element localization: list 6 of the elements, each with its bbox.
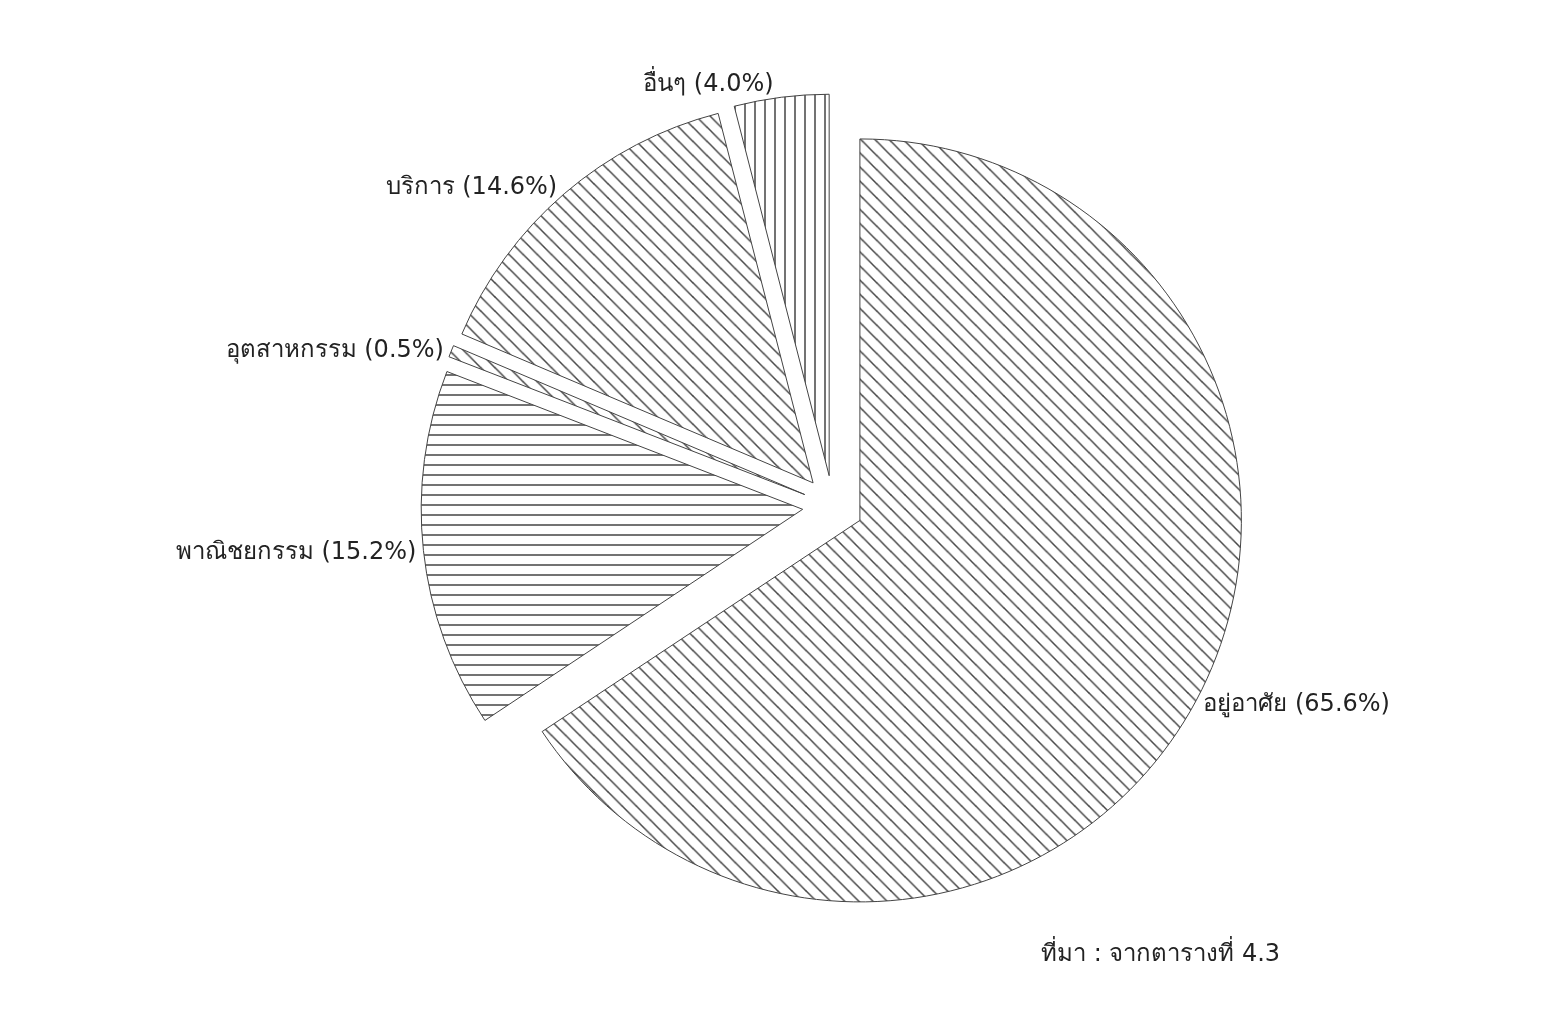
- slice-label: อยู่อาศัย (65.6%): [1203, 689, 1390, 719]
- slice-label: อื่นๆ (4.0%): [643, 66, 774, 98]
- slice-label: บริการ (14.6%): [385, 171, 558, 200]
- slice-label: อุตสาหกรรม (0.5%): [225, 334, 444, 364]
- text: ที่มา : จากตารางที่ 4.3: [1041, 936, 1281, 967]
- slice-label: พาณิชยกรรม (15.2%): [175, 536, 417, 565]
